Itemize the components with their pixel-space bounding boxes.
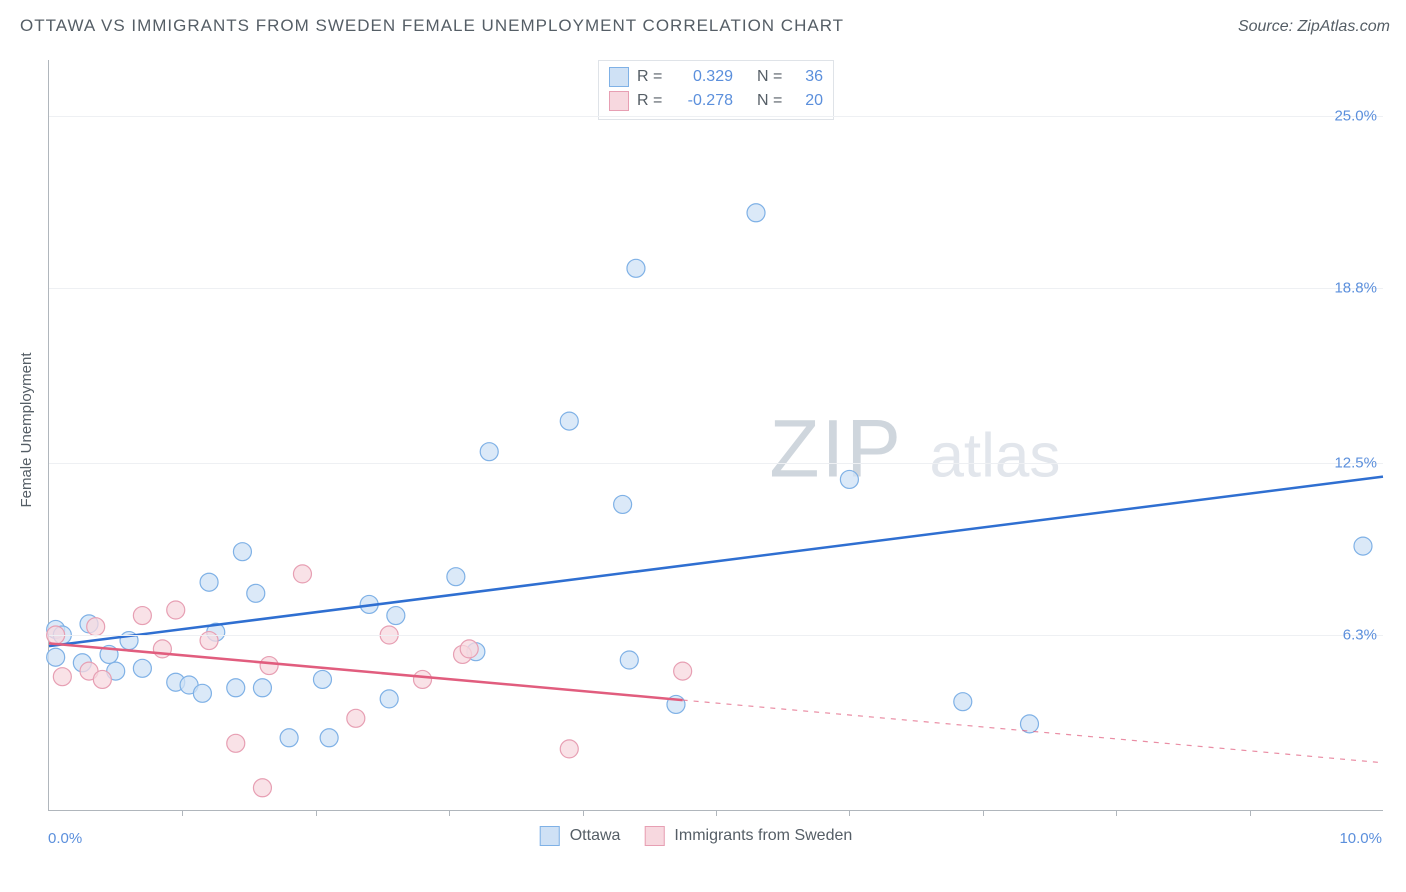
scatter-point bbox=[320, 729, 338, 747]
scatter-point bbox=[87, 618, 105, 636]
scatter-point bbox=[280, 729, 298, 747]
legend-N-value: 36 bbox=[793, 68, 823, 86]
legend-row: R = 0.329 N = 36 bbox=[609, 65, 823, 89]
legend-series-label: Immigrants from Sweden bbox=[674, 827, 852, 845]
source-attribution: Source: ZipAtlas.com bbox=[1238, 18, 1390, 36]
scatter-point bbox=[480, 443, 498, 461]
scatter-point bbox=[233, 543, 251, 561]
series-legend: Ottawa Immigrants from Sweden bbox=[540, 826, 867, 846]
scatter-plot-area: ZIP atlas R = 0.329 N = 36 R = -0.278 N = 20 6.3… bbox=[48, 60, 1383, 811]
scatter-point bbox=[227, 679, 245, 697]
y-tick-label: 12.5% bbox=[1334, 454, 1377, 471]
chart-title: OTTAWA VS IMMIGRANTS FROM SWEDEN FEMALE … bbox=[20, 16, 844, 36]
x-tick bbox=[583, 810, 584, 816]
y-grid-line bbox=[49, 635, 1383, 636]
y-grid-line bbox=[49, 463, 1383, 464]
x-axis-max-label: 10.0% bbox=[1339, 830, 1382, 847]
scatter-point bbox=[253, 779, 271, 797]
scatter-point bbox=[200, 573, 218, 591]
y-tick-label: 18.8% bbox=[1334, 279, 1377, 296]
watermark-zip: ZIP bbox=[769, 404, 903, 495]
scatter-point bbox=[614, 495, 632, 513]
correlation-legend: R = 0.329 N = 36 R = -0.278 N = 20 bbox=[598, 60, 834, 120]
scatter-point bbox=[253, 679, 271, 697]
scatter-point bbox=[133, 659, 151, 677]
watermark-atlas: atlas bbox=[929, 422, 1060, 491]
legend-swatch bbox=[609, 91, 629, 111]
scatter-point bbox=[47, 648, 65, 666]
scatter-point bbox=[227, 734, 245, 752]
scatter-point bbox=[93, 670, 111, 688]
scatter-point bbox=[193, 684, 211, 702]
scatter-point bbox=[1354, 537, 1372, 555]
scatter-point bbox=[293, 565, 311, 583]
scatter-point bbox=[560, 412, 578, 430]
scatter-point bbox=[414, 670, 432, 688]
legend-N-label: N = bbox=[757, 92, 785, 110]
x-tick bbox=[182, 810, 183, 816]
scatter-point bbox=[380, 690, 398, 708]
y-tick-label: 25.0% bbox=[1334, 107, 1377, 124]
legend-R-label: R = bbox=[637, 92, 665, 110]
x-tick bbox=[849, 810, 850, 816]
scatter-point bbox=[954, 693, 972, 711]
legend-R-value: 0.329 bbox=[673, 68, 733, 86]
scatter-point bbox=[247, 584, 265, 602]
legend-swatch bbox=[540, 826, 560, 846]
scatter-point bbox=[674, 662, 692, 680]
scatter-point bbox=[313, 670, 331, 688]
legend-R-value: -0.278 bbox=[673, 92, 733, 110]
scatter-point bbox=[347, 709, 365, 727]
y-axis-label: Female Unemployment bbox=[18, 330, 35, 530]
y-tick-label: 6.3% bbox=[1343, 627, 1377, 644]
scatter-svg: ZIP atlas bbox=[49, 60, 1383, 810]
legend-series-label: Ottawa bbox=[570, 827, 621, 845]
scatter-point bbox=[447, 568, 465, 586]
scatter-point bbox=[560, 740, 578, 758]
x-tick bbox=[1116, 810, 1117, 816]
x-tick bbox=[1250, 810, 1251, 816]
x-axis-min-label: 0.0% bbox=[48, 830, 82, 847]
y-grid-line bbox=[49, 288, 1383, 289]
scatter-point bbox=[133, 607, 151, 625]
legend-R-label: R = bbox=[637, 68, 665, 86]
scatter-point bbox=[260, 657, 278, 675]
trend-line bbox=[49, 477, 1383, 646]
scatter-point bbox=[840, 470, 858, 488]
scatter-point bbox=[627, 259, 645, 277]
x-tick bbox=[316, 810, 317, 816]
y-grid-line bbox=[49, 116, 1383, 117]
x-tick bbox=[983, 810, 984, 816]
legend-row: R = -0.278 N = 20 bbox=[609, 89, 823, 113]
legend-N-label: N = bbox=[757, 68, 785, 86]
legend-swatch bbox=[609, 67, 629, 87]
legend-swatch bbox=[644, 826, 664, 846]
scatter-point bbox=[53, 668, 71, 686]
scatter-point bbox=[620, 651, 638, 669]
legend-N-value: 20 bbox=[793, 92, 823, 110]
scatter-point bbox=[387, 607, 405, 625]
x-tick bbox=[449, 810, 450, 816]
scatter-point bbox=[747, 204, 765, 222]
scatter-point bbox=[167, 601, 185, 619]
scatter-point bbox=[460, 640, 478, 658]
x-tick bbox=[716, 810, 717, 816]
